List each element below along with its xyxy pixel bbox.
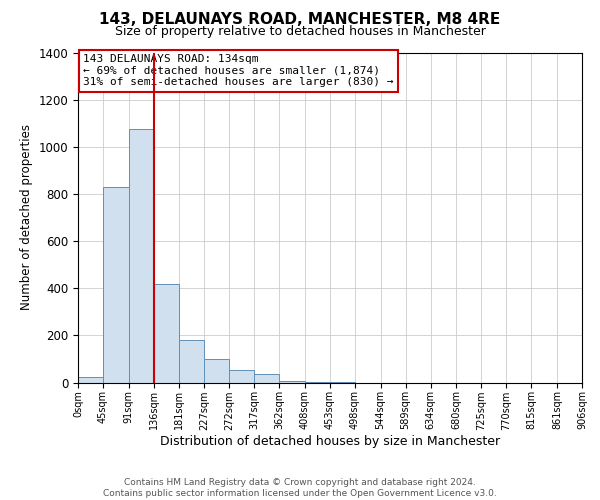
Bar [154,284,179,382]
Bar [78,376,103,382]
Text: Contains HM Land Registry data © Crown copyright and database right 2024.
Contai: Contains HM Land Registry data © Crown c… [103,478,497,498]
Bar [280,380,305,382]
Bar [179,340,204,382]
Bar [229,370,254,382]
X-axis label: Distribution of detached houses by size in Manchester: Distribution of detached houses by size … [160,435,500,448]
Y-axis label: Number of detached properties: Number of detached properties [20,124,33,310]
Text: Size of property relative to detached houses in Manchester: Size of property relative to detached ho… [115,25,485,38]
Bar [204,359,229,382]
Bar [103,187,128,382]
Bar [254,374,280,382]
Text: 143 DELAUNAYS ROAD: 134sqm
← 69% of detached houses are smaller (1,874)
31% of s: 143 DELAUNAYS ROAD: 134sqm ← 69% of deta… [83,54,394,88]
Text: 143, DELAUNAYS ROAD, MANCHESTER, M8 4RE: 143, DELAUNAYS ROAD, MANCHESTER, M8 4RE [100,12,500,28]
Bar [128,129,154,382]
